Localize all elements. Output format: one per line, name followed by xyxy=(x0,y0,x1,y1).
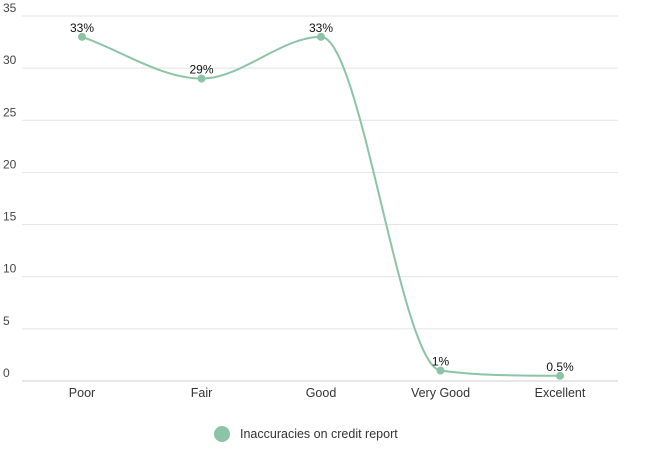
data-label: 29% xyxy=(189,63,213,77)
data-label: 1% xyxy=(432,355,450,369)
x-tick-label: Fair xyxy=(191,386,213,400)
y-axis-ticks: 0 5 10 15 20 25 30 35 xyxy=(3,1,17,380)
series-line xyxy=(81,35,561,377)
data-point[interactable] xyxy=(317,32,325,41)
data-point[interactable] xyxy=(197,74,206,83)
y-tick-label: 5 xyxy=(3,314,10,328)
data-label: 0.5% xyxy=(546,360,574,374)
data-point[interactable] xyxy=(78,32,86,41)
x-tick-label: Good xyxy=(306,386,337,400)
series xyxy=(78,32,564,380)
legend-label[interactable]: Inaccuracies on credit report xyxy=(240,427,398,441)
y-tick-label: 10 xyxy=(3,262,17,276)
legend: Inaccuracies on credit report xyxy=(214,426,398,442)
x-axis-ticks: Poor Fair Good Very Good Excellent xyxy=(69,386,586,400)
data-label: 33% xyxy=(309,21,333,35)
legend-swatch[interactable] xyxy=(214,426,230,442)
y-tick-label: 35 xyxy=(3,1,17,15)
y-tick-label: 0 xyxy=(3,366,10,380)
y-tick-label: 30 xyxy=(3,53,17,67)
data-point[interactable] xyxy=(556,371,564,380)
x-tick-label: Excellent xyxy=(535,386,586,400)
data-point[interactable] xyxy=(436,366,445,375)
grid xyxy=(22,15,618,382)
y-tick-label: 20 xyxy=(3,157,17,171)
y-tick-label: 15 xyxy=(3,210,17,224)
x-tick-label: Poor xyxy=(69,386,95,400)
y-tick-label: 25 xyxy=(3,105,17,119)
data-labels: 33% 29% 33% 1% 0.5% xyxy=(70,21,574,374)
x-tick-label: Very Good xyxy=(411,386,470,400)
data-label: 33% xyxy=(70,21,94,35)
